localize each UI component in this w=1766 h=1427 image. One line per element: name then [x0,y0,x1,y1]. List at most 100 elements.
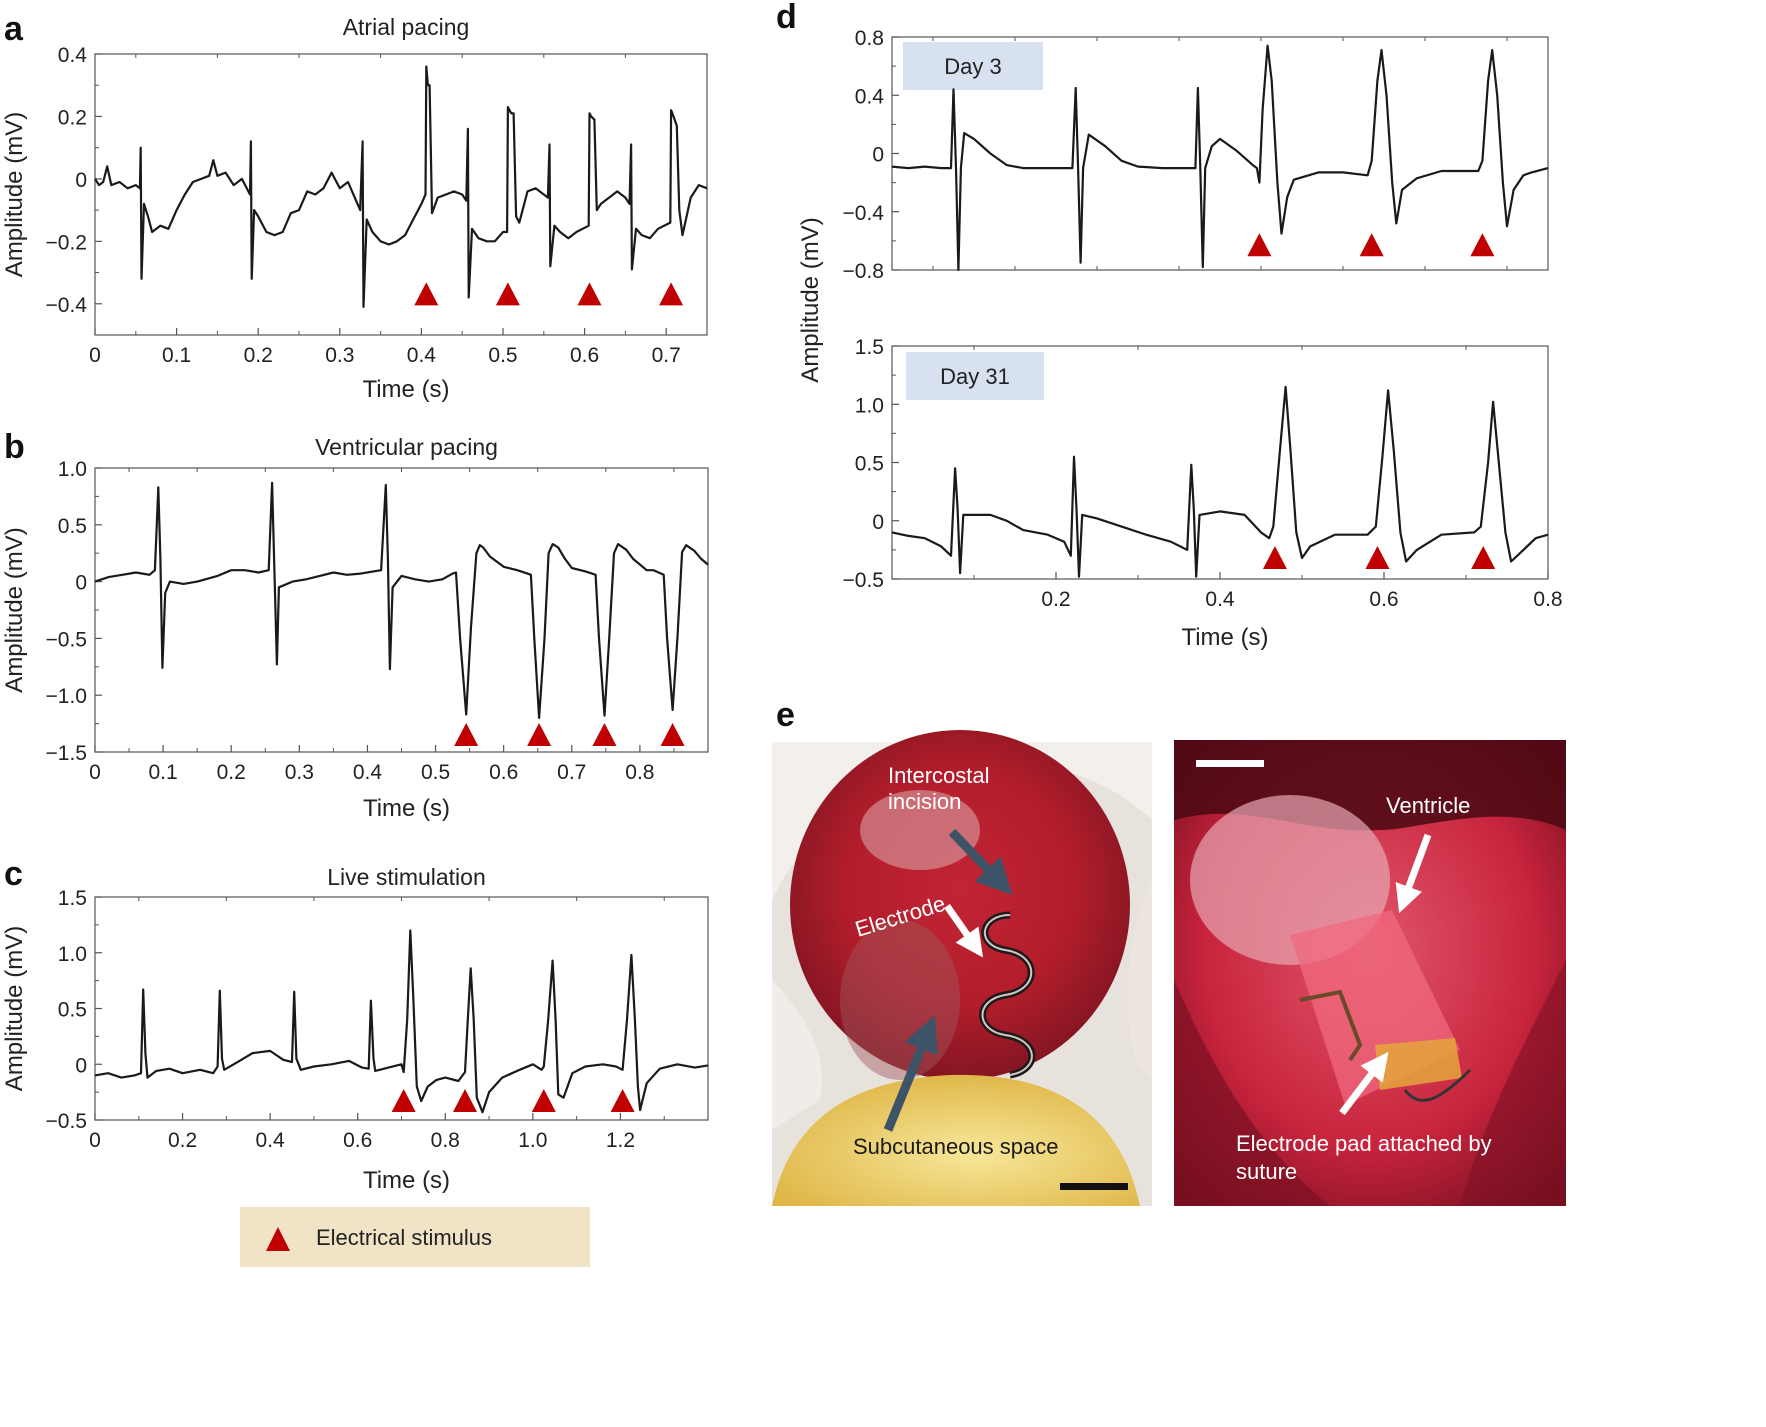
y-tick-label: 0.5 [58,515,87,538]
y-tick-label: 0 [872,511,884,534]
x-tick-label: 0.6 [1369,588,1398,611]
x-tick-label: 0.6 [489,761,518,784]
label-pad-line1: Electrode pad attached by [1236,1131,1492,1156]
x-axis-label: Time (s) [362,376,449,403]
x-tick-label: 0 [89,344,101,367]
x-tick-label: 0.6 [343,1129,372,1152]
panel-letter-d: d [776,0,797,36]
stimulus-marker [592,722,617,746]
x-tick-label: 0.2 [217,761,246,784]
y-tick-label: 1.5 [855,336,884,359]
x-tick-label: 0.7 [652,344,681,367]
ecg-trace [891,385,1549,578]
legend-triangle-icon [266,1227,290,1251]
x-tick-label: 0.2 [1041,588,1070,611]
panel-letter-a: a [4,10,24,48]
ecg-trace [94,481,709,719]
stimulus-marker [391,1089,416,1113]
x-tick-label: 0.1 [149,761,178,784]
stimulus-marker [659,282,684,306]
x-axis-label: Time (s) [363,1167,450,1194]
chart-day-3: Day 3 0.8 0.4 0 −0.4 −0.8 [843,27,1549,283]
x-tick-label: 0.5 [488,344,517,367]
y-tick-label: −0.4 [843,202,885,225]
stimulus-marker [452,1089,477,1113]
y-tick-label: 0.4 [58,44,88,67]
stimulus-marker [454,722,479,746]
x-tick-label: 0.2 [168,1129,197,1152]
y-tick-label: −0.8 [843,260,884,283]
panel-letter-c: c [4,855,23,893]
stimulus-marker [495,282,520,306]
chart-title: Atrial pacing [343,14,470,40]
plot-frame [94,467,709,753]
x-tick-label: 0.2 [244,344,273,367]
y-axis-label: Amplitude (mV) [1,527,28,692]
arrow-incision-icon [948,828,1013,895]
y-tick-label: 0 [75,1054,87,1077]
arrow-electrode-icon [944,903,984,958]
ecg-trace [94,929,709,1114]
panel-letter-b: b [4,428,25,466]
y-tick-label: 0 [872,144,884,167]
chart-title: Ventricular pacing [315,434,498,460]
plot-frame [94,896,709,1121]
x-axis-label: Time (s) [363,795,450,822]
d-ylabel: Amplitude (mV) [797,217,824,382]
photo-right-ventricle: Ventricle Electrode pad attached by sutu… [1174,740,1566,1206]
arrow-pad-icon [1339,1051,1389,1116]
label-pad-line2: suture [1236,1159,1297,1184]
y-tick-label: 1.0 [855,394,884,417]
stimulus-marker [1471,546,1496,570]
arrow-subcutaneous-icon [883,1015,938,1132]
x-tick-label: 0.8 [1533,588,1562,611]
x-tick-label: 0.7 [557,761,586,784]
label-ventricle: Ventricle [1386,793,1470,818]
ecg-trace [891,44,1549,272]
y-tick-label: −0.2 [46,231,87,254]
x-tick-label: 0.3 [325,344,354,367]
stimulus-marker [527,722,552,746]
y-tick-label: 1.5 [58,887,87,910]
stimulus-marker [414,282,439,306]
stimulus-marker [577,282,602,306]
x-tick-label: 0.3 [285,761,314,784]
x-tick-label: 1.2 [606,1129,635,1152]
y-tick-label: 0.2 [58,106,87,129]
x-tick-label: 0.1 [162,344,191,367]
y-tick-label: −0.4 [46,294,88,317]
scale-bar-right [1196,760,1264,767]
stimulus-legend: Electrical stimulus [240,1207,590,1267]
stimulus-marker [610,1089,635,1113]
label-incision-line2: incision [888,789,961,814]
scale-bar-left [1060,1183,1128,1190]
arrow-ventricle-icon [1395,833,1432,914]
legend-box [240,1207,590,1267]
y-tick-label: −1.0 [46,685,87,708]
ecg-trace [94,65,708,308]
y-tick-label: 0.8 [855,27,884,50]
photo-left-subcutaneous: Intercostal incision Electrode Subcutane… [772,730,1152,1206]
plot-frame [94,53,708,336]
stimulus-marker [1365,546,1390,570]
x-tick-label: 0.5 [421,761,450,784]
stimulus-marker [1262,546,1287,570]
x-tick-label: 0.4 [353,761,383,784]
day-badge-label: Day 31 [940,364,1010,389]
legend-label: Electrical stimulus [316,1225,492,1250]
x-tick-label: 0 [89,761,101,784]
serpentine-electrode-inner-icon [981,914,1033,1076]
y-tick-label: −0.5 [46,1110,87,1133]
x-tick-label: 0.6 [570,344,599,367]
y-axis-label: Amplitude (mV) [1,112,28,277]
x-tick-label: 0.4 [407,344,437,367]
x-tick-label: 1.0 [518,1129,547,1152]
label-incision-line1: Intercostal [888,763,990,788]
y-axis-label: Amplitude (mV) [1,926,28,1091]
x-tick-label: 0 [89,1129,101,1152]
day-badge [903,42,1043,90]
y-tick-label: −0.5 [843,569,884,592]
day-badge-label: Day 3 [944,54,1001,79]
stimulus-marker [1470,233,1495,257]
